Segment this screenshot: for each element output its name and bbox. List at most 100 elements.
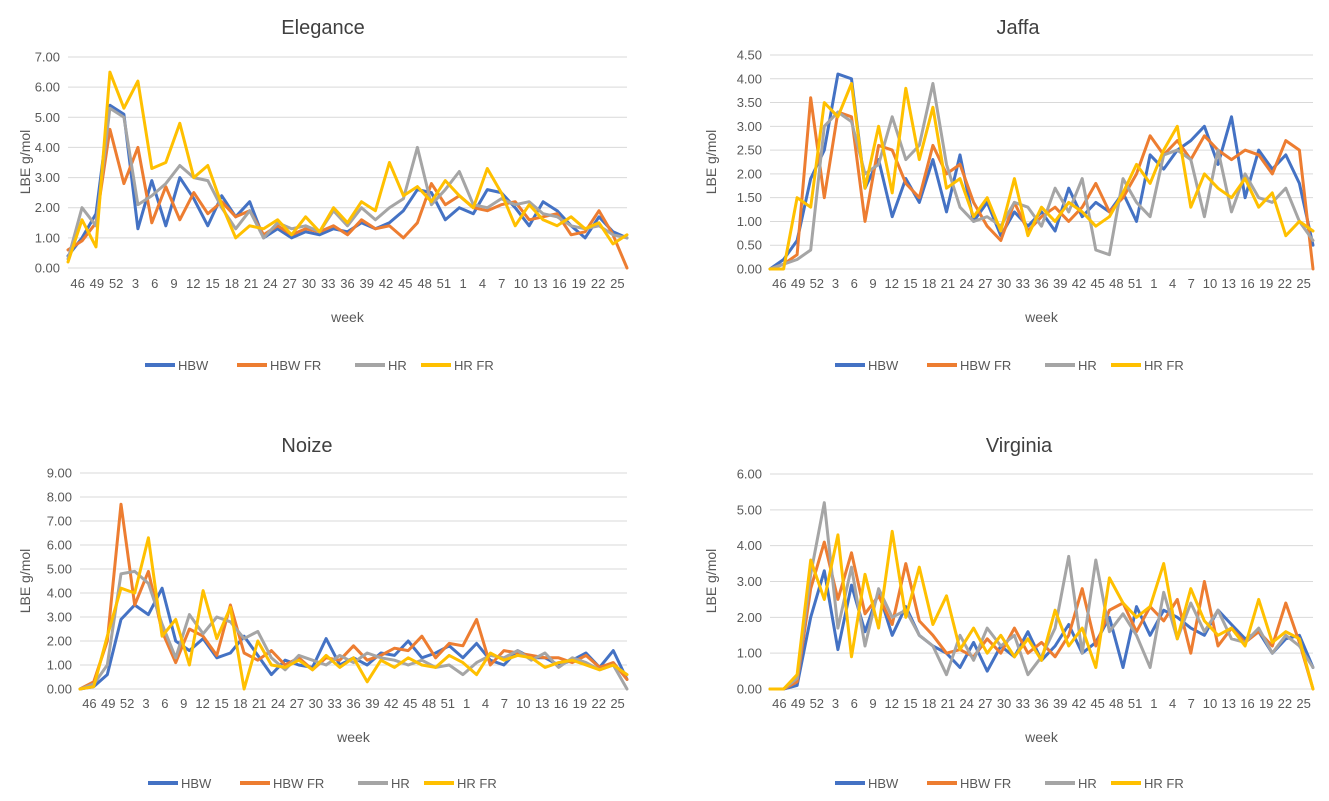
y-tick-label: 0.00 bbox=[35, 261, 60, 276]
x-tick-label: 51 bbox=[1128, 696, 1142, 711]
series-line-hbw bbox=[768, 72, 1315, 271]
x-tick-label: 24 bbox=[959, 696, 973, 711]
x-tick-label: 42 bbox=[1072, 276, 1086, 291]
x-tick-label: 6 bbox=[161, 696, 168, 711]
y-tick-label: 2.00 bbox=[47, 634, 72, 649]
legend: HBW HBW FR HR HR FR bbox=[835, 776, 1184, 791]
x-tick-label: 27 bbox=[978, 276, 992, 291]
y-tick-label: 7.00 bbox=[35, 50, 60, 65]
chart-title: Noize bbox=[281, 435, 332, 457]
x-tick-label: 48 bbox=[1109, 276, 1123, 291]
x-tick-label: 42 bbox=[384, 696, 398, 711]
x-tick-label: 22 bbox=[1278, 276, 1292, 291]
x-tick-label: 24 bbox=[959, 276, 973, 291]
series-line-hr-fr bbox=[78, 536, 629, 691]
x-axis-label: week bbox=[330, 309, 365, 325]
series-line-hbw-fr bbox=[66, 127, 629, 270]
x-tick-label: 10 bbox=[514, 276, 528, 291]
x-tick-label: 25 bbox=[610, 276, 624, 291]
x-tick-label: 36 bbox=[1034, 276, 1048, 291]
x-tick-label: 33 bbox=[321, 276, 335, 291]
x-tick-label: 46 bbox=[70, 276, 84, 291]
legend-label: HBW FR bbox=[270, 358, 321, 373]
x-tick-label: 12 bbox=[195, 696, 209, 711]
series-line-hr bbox=[66, 106, 629, 261]
x-tick-label: 45 bbox=[403, 696, 417, 711]
x-tick-label: 1 bbox=[1150, 696, 1157, 711]
x-tick-label: 48 bbox=[422, 696, 436, 711]
chart-panel-elegance: Elegance 0.00 1.00 2.00 3.00 4.00 5.00 6.00 7.00… bbox=[17, 17, 629, 373]
y-tick-label: 2.00 bbox=[35, 200, 60, 215]
x-tick-label: 7 bbox=[498, 276, 505, 291]
x-tick-label: 6 bbox=[851, 276, 858, 291]
x-tick-label: 42 bbox=[379, 276, 393, 291]
x-tick-label: 45 bbox=[1090, 276, 1104, 291]
chart-title: Elegance bbox=[281, 17, 364, 39]
x-tick-label: 51 bbox=[1128, 276, 1142, 291]
x-tick-label: 48 bbox=[417, 276, 431, 291]
x-tick-label: 18 bbox=[233, 696, 247, 711]
x-tick-label: 19 bbox=[573, 696, 587, 711]
x-tick-label: 19 bbox=[1259, 276, 1273, 291]
x-axis-label: week bbox=[336, 729, 371, 745]
x-tick-label: 45 bbox=[1090, 696, 1104, 711]
x-tick-label: 3 bbox=[832, 696, 839, 711]
x-tick-label: 24 bbox=[263, 276, 277, 291]
x-tick-label: 1 bbox=[463, 696, 470, 711]
x-tick-label: 19 bbox=[572, 276, 586, 291]
x-tick-label: 33 bbox=[1016, 276, 1030, 291]
y-tick-label: 5.00 bbox=[35, 110, 60, 125]
x-tick-label: 33 bbox=[327, 696, 341, 711]
chart-title: Virginia bbox=[986, 435, 1053, 457]
x-axis-label: week bbox=[1024, 309, 1059, 325]
x-tick-label: 10 bbox=[516, 696, 530, 711]
y-tick-label: 7.00 bbox=[47, 514, 72, 529]
x-tick-label: 39 bbox=[365, 696, 379, 711]
legend-label: HBW bbox=[178, 358, 209, 373]
x-tick-label: 52 bbox=[120, 696, 134, 711]
series-line-hbw-fr bbox=[768, 96, 1315, 271]
x-tick-label: 52 bbox=[810, 696, 824, 711]
x-tick-label: 4 bbox=[1169, 276, 1176, 291]
x-tick-label: 15 bbox=[214, 696, 228, 711]
x-tick-label: 16 bbox=[1240, 276, 1254, 291]
y-tick-label: 0.00 bbox=[47, 682, 72, 697]
series-line-hbw bbox=[78, 586, 629, 691]
x-tick-label: 10 bbox=[1203, 696, 1217, 711]
x-tick-label: 48 bbox=[1109, 696, 1123, 711]
x-tick-label: 3 bbox=[142, 696, 149, 711]
y-tick-label: 1.50 bbox=[737, 190, 762, 205]
x-tick-label: 18 bbox=[225, 276, 239, 291]
y-axis-label: LBE g/mol bbox=[703, 130, 719, 195]
x-tick-label: 15 bbox=[903, 276, 917, 291]
y-tick-label: 4.00 bbox=[35, 140, 60, 155]
chart-panel-jaffa: Jaffa 0.00 0.50 1.00 1.50 2.00 2.50 3.00 3.50 4.0… bbox=[703, 17, 1315, 373]
legend-label: HR FR bbox=[1144, 358, 1184, 373]
series-line-hr-fr bbox=[768, 82, 1315, 271]
legend-label: HR FR bbox=[457, 776, 497, 791]
y-tick-label: 3.00 bbox=[737, 574, 762, 589]
x-tick-label: 3 bbox=[132, 276, 139, 291]
x-tick-label: 21 bbox=[941, 276, 955, 291]
y-tick-label: 1.00 bbox=[35, 230, 60, 245]
x-tick-label: 1 bbox=[460, 276, 467, 291]
y-tick-label: 3.50 bbox=[737, 95, 762, 110]
x-tick-label: 9 bbox=[869, 696, 876, 711]
x-tick-label: 6 bbox=[151, 276, 158, 291]
x-tick-label: 45 bbox=[398, 276, 412, 291]
x-tick-label: 4 bbox=[482, 696, 489, 711]
x-tick-label: 12 bbox=[186, 276, 200, 291]
y-tick-label: 1.00 bbox=[737, 646, 762, 661]
x-tick-label: 52 bbox=[810, 276, 824, 291]
x-tick-label: 3 bbox=[832, 276, 839, 291]
x-tick-label: 25 bbox=[1296, 276, 1310, 291]
y-tick-label: 1.00 bbox=[737, 214, 762, 229]
legend-label: HBW bbox=[868, 776, 899, 791]
legend-label: HBW bbox=[181, 776, 212, 791]
y-axis-label: LBE g/mol bbox=[703, 549, 719, 614]
x-tick-label: 7 bbox=[501, 696, 508, 711]
y-tick-label: 4.00 bbox=[47, 586, 72, 601]
series-line-hr-fr bbox=[66, 70, 629, 264]
